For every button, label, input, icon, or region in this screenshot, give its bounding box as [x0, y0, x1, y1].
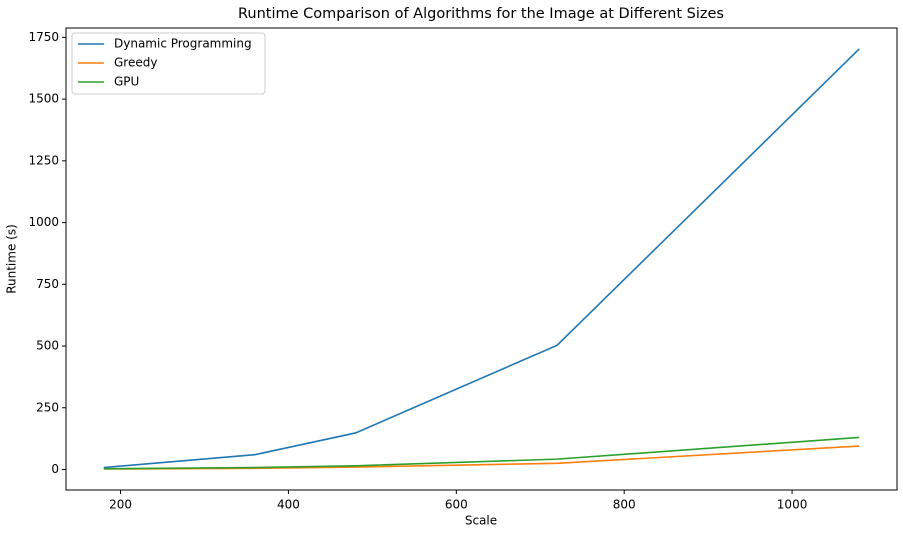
chart-title: Runtime Comparison of Algorithms for the… [238, 6, 724, 22]
legend-box [71, 32, 266, 95]
legend-label: Dynamic Programming [114, 37, 252, 51]
y-tick-label: 750 [36, 277, 59, 291]
x-tick-label: 800 [613, 498, 636, 512]
plot-frame [65, 27, 898, 491]
y-tick-label: 1500 [28, 92, 59, 106]
series-line [103, 48, 860, 469]
series-line [103, 436, 860, 470]
y-tick-label: 250 [36, 400, 59, 414]
x-tick-label: 600 [445, 498, 468, 512]
y-tick-label: 1750 [28, 30, 59, 44]
x-axis-label: Scale [465, 514, 497, 528]
x-tick-label: 200 [109, 498, 132, 512]
y-tick-label: 500 [36, 339, 59, 353]
y-tick-label: 1250 [28, 153, 59, 167]
legend-label: Greedy [114, 56, 157, 70]
legend-label: GPU [114, 75, 139, 89]
y-tick-label: 1000 [28, 215, 59, 229]
y-tick-label: 0 [51, 462, 59, 476]
y-axis-label: Runtime (s) [5, 224, 19, 294]
x-tick-label: 1000 [777, 498, 808, 512]
x-tick-label: 400 [277, 498, 300, 512]
